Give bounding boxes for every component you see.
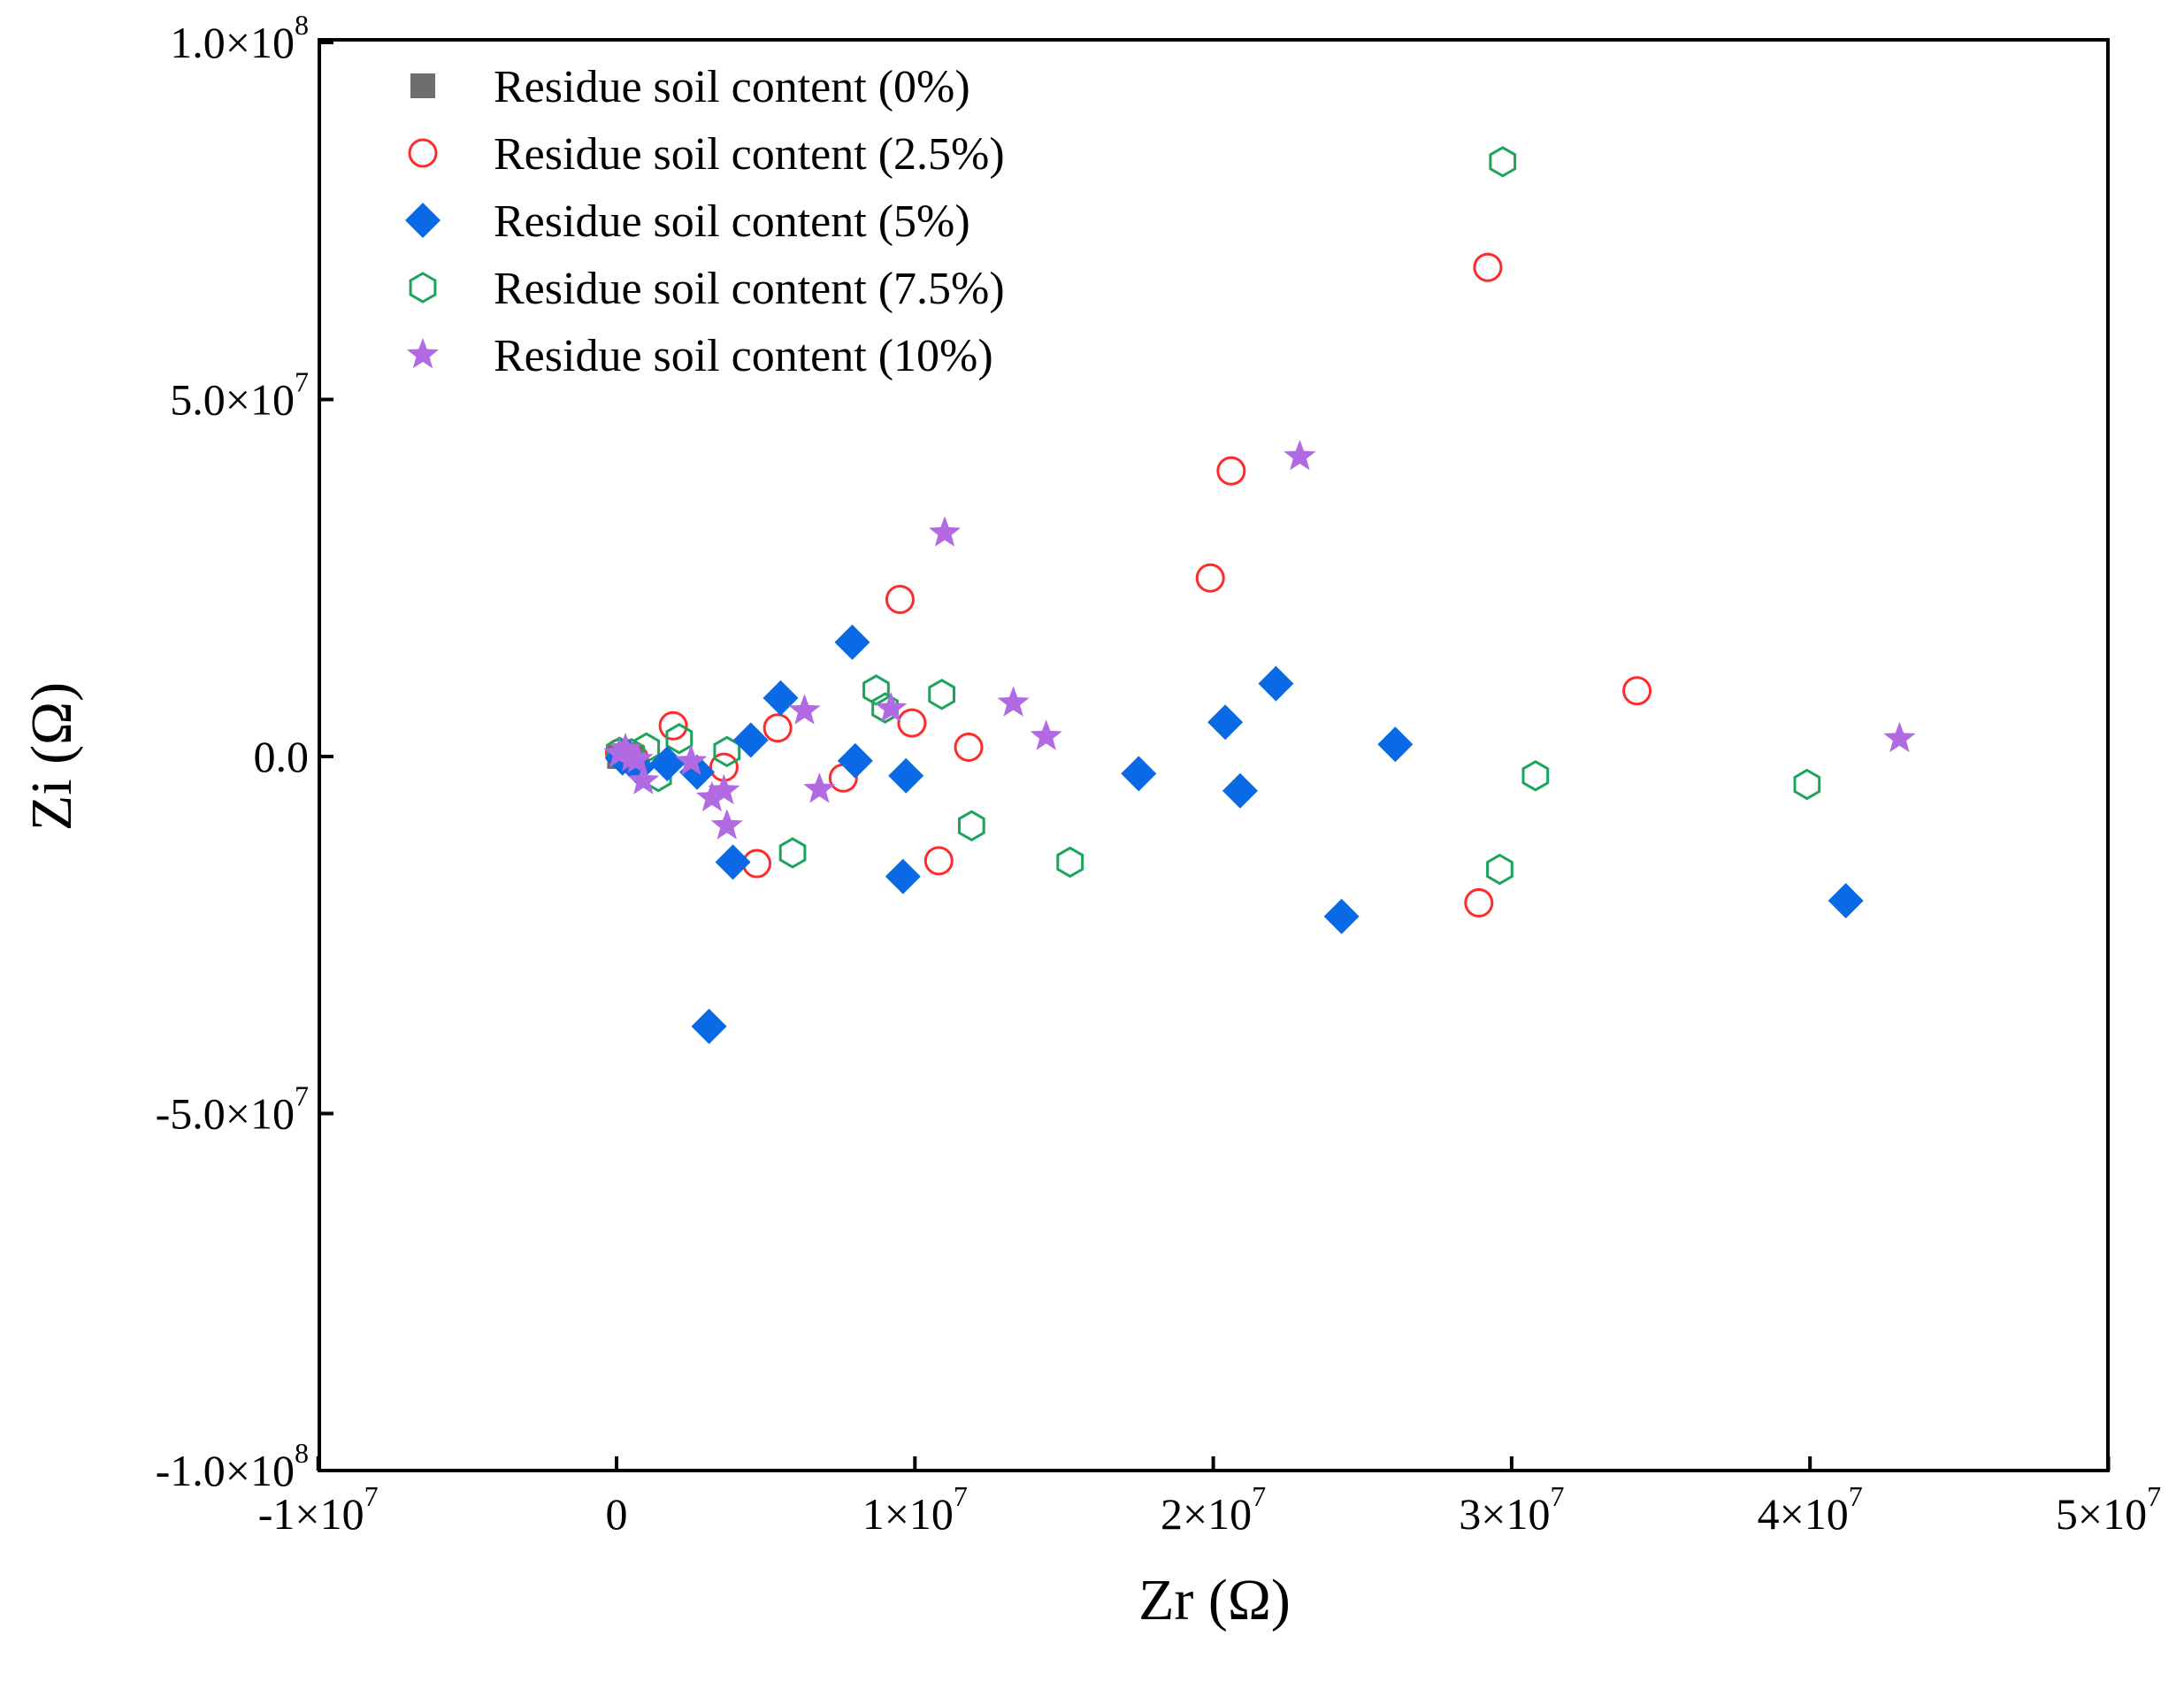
y-tick-label: -5.0×107 [156, 1080, 309, 1139]
legend: Residue soil content (0%) Residue soil co… [405, 62, 1005, 381]
x-axis: -1×107 0 1×107 2×107 3×107 4×107 5×107 [258, 1456, 2161, 1539]
data-point [929, 516, 962, 547]
data-point [871, 692, 899, 724]
data-point [675, 744, 708, 775]
data-point [803, 772, 836, 803]
data-point [1377, 726, 1414, 763]
data-point [885, 858, 921, 895]
data-point [1489, 146, 1517, 178]
data-point [695, 780, 728, 812]
legend-label: Residue soil content (7.5%) [494, 264, 1005, 314]
legend-label: Residue soil content (2.5%) [494, 129, 1005, 180]
data-point [1464, 887, 1494, 918]
data-point [732, 722, 769, 758]
y-axis: 1.0×108 5.0×107 0.0 -5.0×107 -1.0×108 [156, 9, 333, 1495]
x-tick-label: 5×107 [2056, 1480, 2161, 1539]
legend-marker [409, 272, 437, 303]
data-point [875, 691, 908, 723]
data-point [627, 764, 660, 795]
data-point [958, 810, 985, 842]
y-axis-title: Zi (Ω) [19, 682, 84, 831]
data-point [1473, 252, 1503, 282]
x-tick-label: 4×107 [1758, 1480, 1863, 1539]
data-point [1056, 846, 1084, 879]
data-point [1195, 563, 1225, 593]
data-point [1323, 898, 1360, 934]
data-point [954, 733, 984, 763]
data-point [708, 773, 740, 805]
data-point [691, 1009, 727, 1045]
x-tick-label: -1×107 [258, 1480, 379, 1539]
data-point [997, 686, 1030, 717]
data-point [762, 713, 793, 743]
data-point [658, 710, 688, 741]
y-tick-label: -1.0×108 [156, 1437, 309, 1495]
data-point [928, 679, 955, 710]
data-point [762, 680, 799, 716]
data-point [897, 708, 927, 738]
legend-label: Residue soil content (5%) [494, 196, 970, 247]
x-tick-label: 1×107 [862, 1480, 968, 1539]
data-point [609, 732, 642, 764]
data-point [1828, 883, 1864, 919]
data-point [649, 746, 686, 782]
data-point [1486, 853, 1513, 886]
data-point [1521, 760, 1550, 792]
data-point [778, 837, 807, 869]
y-tick-label: 1.0×108 [170, 9, 309, 67]
data-point [1284, 440, 1316, 471]
data-point [1207, 704, 1244, 741]
y-tick-label: 5.0×107 [170, 366, 309, 425]
data-point [1121, 756, 1157, 792]
data-point [1622, 676, 1652, 706]
legend-label: Residue soil content (0%) [494, 62, 970, 112]
plot-frame [318, 38, 2110, 1472]
data-point [710, 809, 743, 840]
x-tick-label: 0 [606, 1489, 628, 1539]
data-point [715, 844, 751, 880]
y-tick-label: 0.0 [254, 732, 310, 781]
data-point [1222, 772, 1258, 809]
x-tick-label: 3×107 [1459, 1480, 1564, 1539]
legend-label: Residue soil content (10%) [494, 331, 993, 381]
data-point [885, 584, 915, 614]
data-point [888, 757, 924, 794]
data-point [1793, 768, 1821, 801]
x-axis-title: Zr (Ω) [1138, 1568, 1291, 1632]
series-4 [603, 440, 1916, 840]
data-point [837, 742, 873, 779]
legend-marker [408, 138, 438, 168]
data-point [1216, 456, 1246, 486]
legend-marker [410, 73, 435, 98]
legend-marker [405, 203, 441, 238]
data-point [923, 846, 954, 876]
data-point [665, 723, 694, 755]
data-point [621, 742, 654, 773]
data-point [834, 624, 870, 660]
legend-marker [406, 338, 440, 369]
data-point [788, 694, 821, 725]
data-point [1258, 665, 1294, 702]
plot-points [603, 146, 1916, 1045]
data-point [1030, 719, 1062, 750]
x-tick-label: 2×107 [1161, 1480, 1266, 1539]
data-point [1883, 721, 1916, 753]
